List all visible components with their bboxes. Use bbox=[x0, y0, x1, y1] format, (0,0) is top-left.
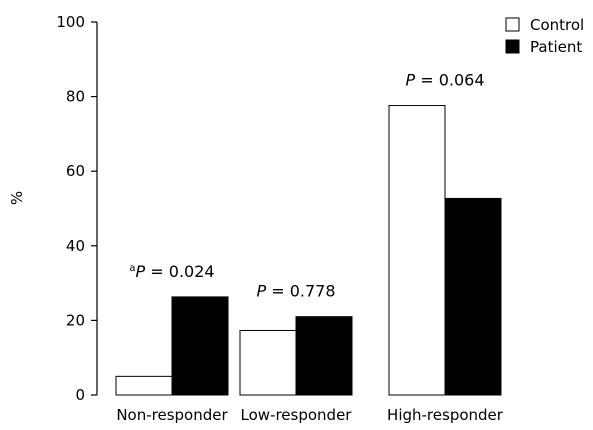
bars bbox=[115, 105, 502, 396]
bar-patient-high-responder bbox=[444, 197, 502, 396]
category-label: Non-responder bbox=[116, 406, 228, 424]
bar-control-non-responder bbox=[115, 375, 173, 396]
category-label: Low-responder bbox=[241, 406, 353, 424]
bar-patient-low-responder bbox=[295, 316, 353, 396]
annotation-value: = 0.064 bbox=[415, 71, 484, 90]
category-label: High-responder bbox=[387, 406, 504, 424]
p-value-annotation: P = 0.064 bbox=[405, 71, 484, 90]
y-axis-label: % bbox=[8, 191, 26, 205]
annotation-value: = 0.778 bbox=[266, 282, 335, 301]
annotation-superscript: a bbox=[129, 263, 135, 274]
bar-control-high-responder bbox=[388, 105, 446, 396]
category-labels: Non-responder Low-responder High-responder bbox=[116, 406, 503, 424]
y-tick-label: 100 bbox=[56, 13, 85, 31]
y-tick-label: 40 bbox=[66, 237, 85, 255]
legend-label-control: Control bbox=[530, 16, 584, 34]
y-axis-ticks: 0 20 40 60 80 100 bbox=[56, 13, 97, 404]
y-tick-label: 60 bbox=[66, 162, 85, 180]
legend-label-patient: Patient bbox=[530, 38, 582, 56]
legend-swatch-control bbox=[505, 17, 520, 32]
legend-swatch-patient bbox=[505, 39, 520, 54]
y-tick-label: 20 bbox=[66, 311, 85, 329]
p-value-annotation: aP = 0.024 bbox=[129, 262, 214, 281]
bar-patient-non-responder bbox=[171, 296, 229, 396]
annotation-italic: P bbox=[256, 282, 266, 301]
annotation-value: = 0.024 bbox=[145, 262, 214, 281]
p-value-annotation: P = 0.778 bbox=[256, 282, 335, 301]
y-tick-label: 0 bbox=[75, 386, 85, 404]
legend: Control Patient bbox=[505, 16, 584, 56]
annotation-italic: P bbox=[136, 262, 146, 281]
y-tick-label: 80 bbox=[66, 88, 85, 106]
annotation-italic: P bbox=[405, 71, 415, 90]
bar-control-low-responder bbox=[239, 329, 297, 396]
